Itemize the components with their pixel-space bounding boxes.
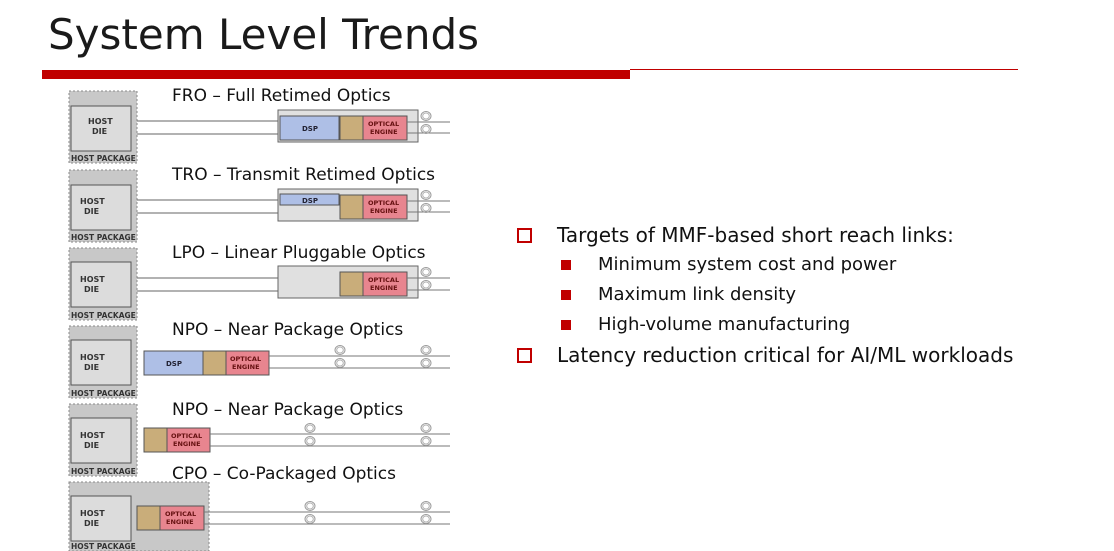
optical-engine-label: ENGINE bbox=[232, 363, 260, 371]
optical-engine-block bbox=[362, 194, 408, 220]
host-die bbox=[70, 184, 132, 231]
bullet-text: Latency reduction critical for AI/ML wor… bbox=[557, 343, 1014, 367]
row-title: TRO – Transmit Retimed Optics bbox=[171, 165, 435, 185]
host-package-label: HOST PACKAGE bbox=[71, 154, 136, 163]
dsp-block bbox=[279, 193, 340, 206]
host-die-label: HOST bbox=[80, 509, 105, 518]
host-die bbox=[70, 261, 132, 308]
sub-bullet-text: High-volume manufacturing bbox=[598, 314, 851, 335]
driver-block bbox=[136, 505, 161, 531]
host-package-label: HOST PACKAGE bbox=[71, 389, 136, 398]
bullet-item: Targets of MMF-based short reach links: bbox=[514, 220, 1013, 250]
bullet-item: Latency reduction critical for AI/ML wor… bbox=[514, 340, 1013, 370]
bullet-text: Targets of MMF-based short reach links: bbox=[557, 223, 954, 247]
optical-engine-label: ENGINE bbox=[166, 518, 194, 526]
host-die-label: HOST bbox=[80, 431, 105, 440]
sub-bullet-item: Minimum system cost and power bbox=[514, 250, 1013, 280]
title-underline-line bbox=[630, 69, 1018, 70]
dsp-label: DSP bbox=[166, 360, 182, 368]
hollow-square-bullet-icon bbox=[517, 348, 532, 363]
slide-title: System Level Trends bbox=[48, 10, 480, 59]
optical-engine-label: OPTICAL bbox=[165, 510, 196, 518]
driver-block bbox=[339, 194, 364, 220]
host-package-label: HOST PACKAGE bbox=[71, 233, 136, 242]
optical-engine-block bbox=[225, 350, 270, 376]
optical-engine-block bbox=[159, 505, 205, 531]
host-die-label: DIE bbox=[84, 207, 99, 216]
host-die-label: DIE bbox=[84, 285, 99, 294]
optical-engine-label: ENGINE bbox=[370, 207, 398, 215]
optical-engine-label: ENGINE bbox=[370, 284, 398, 292]
optical-engine-label: ENGINE bbox=[370, 128, 398, 136]
host-die-label: DIE bbox=[92, 127, 107, 136]
row-title: LPO – Linear Pluggable Optics bbox=[172, 243, 426, 263]
sub-bullet-item: High-volume manufacturing bbox=[514, 310, 1013, 340]
host-die-label: HOST bbox=[88, 117, 113, 126]
optical-engine-label: ENGINE bbox=[173, 440, 201, 448]
optical-engine-block bbox=[362, 271, 408, 297]
optical-engine-label: OPTICAL bbox=[230, 355, 261, 363]
optical-engine-label: OPTICAL bbox=[368, 276, 399, 284]
driver-block bbox=[143, 427, 168, 453]
dsp-block bbox=[143, 350, 204, 376]
row-title: FRO – Full Retimed Optics bbox=[172, 86, 391, 106]
filled-square-bullet-icon bbox=[561, 290, 571, 300]
host-die bbox=[70, 339, 132, 386]
row-lpo: LPO – Linear Pluggable Optics HOST DIE H… bbox=[68, 243, 450, 321]
host-die bbox=[70, 495, 132, 542]
row-title: NPO – Near Package Optics bbox=[172, 320, 403, 340]
host-package-label: HOST PACKAGE bbox=[71, 467, 136, 476]
row-npo-dsp: NPO – Near Package Optics HOST DIE HOST … bbox=[68, 320, 450, 399]
filled-square-bullet-icon bbox=[561, 260, 571, 270]
host-package-label: HOST PACKAGE bbox=[71, 542, 136, 551]
optical-engine-block bbox=[166, 427, 211, 453]
host-die bbox=[70, 417, 132, 464]
host-die-label: HOST bbox=[80, 197, 105, 206]
dsp-block bbox=[279, 115, 340, 141]
row-title: CPO – Co-Packaged Optics bbox=[172, 464, 396, 484]
driver-block bbox=[339, 271, 364, 297]
row-tro: TRO – Transmit Retimed Optics HOST DIE H… bbox=[68, 165, 450, 243]
dsp-label: DSP bbox=[302, 197, 318, 205]
sub-bullet-text: Maximum link density bbox=[598, 284, 796, 305]
bullet-list: Targets of MMF-based short reach links: … bbox=[514, 220, 1013, 370]
dsp-label: DSP bbox=[302, 125, 318, 133]
host-die-label: DIE bbox=[84, 363, 99, 372]
optical-engine-label: OPTICAL bbox=[171, 432, 202, 440]
host-package-label: HOST PACKAGE bbox=[71, 311, 136, 320]
optical-engine-block bbox=[362, 115, 408, 141]
optical-engine-label: OPTICAL bbox=[368, 199, 399, 207]
row-npo: NPO – Near Package Optics HOST DIE HOST … bbox=[68, 400, 450, 477]
driver-block bbox=[202, 350, 227, 376]
sub-bullet-text: Minimum system cost and power bbox=[598, 254, 897, 275]
sub-bullet-item: Maximum link density bbox=[514, 280, 1013, 310]
host-die-label: HOST bbox=[80, 275, 105, 284]
row-fro: FRO – Full Retimed Optics HOST DIE HOST … bbox=[68, 86, 450, 164]
host-die-label: DIE bbox=[84, 519, 99, 528]
row-cpo: CPO – Co-Packaged Optics HOST DIE HOST P… bbox=[68, 464, 450, 551]
optical-engine-label: OPTICAL bbox=[368, 120, 399, 128]
host-die-label: DIE bbox=[84, 441, 99, 450]
row-title: NPO – Near Package Optics bbox=[172, 400, 403, 420]
driver-block bbox=[339, 115, 364, 141]
host-die bbox=[70, 105, 132, 152]
hollow-square-bullet-icon bbox=[517, 228, 532, 243]
host-die-label: HOST bbox=[80, 353, 105, 362]
title-underline-bar bbox=[42, 70, 630, 79]
filled-square-bullet-icon bbox=[561, 320, 571, 330]
